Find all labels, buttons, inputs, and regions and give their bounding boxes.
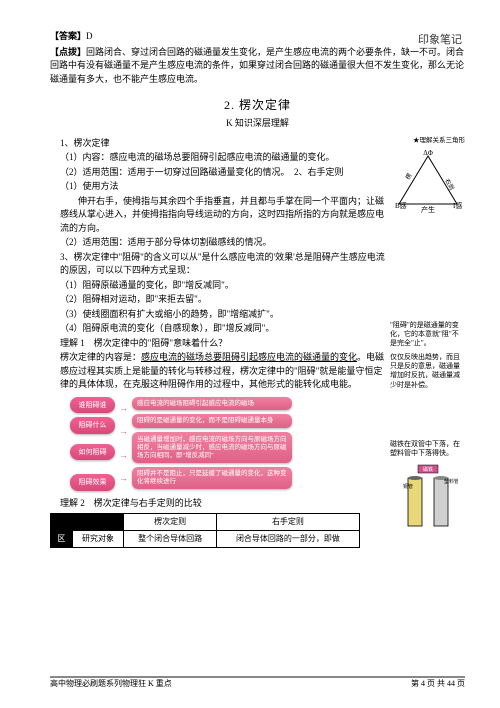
right-column: ★理解关系三角形 ΔΦ B感 I感 产生 右则 楞 "阻碍"的是磁通量的变化，它… [390,137,465,549]
section-title: 2. 楞次定律 [50,96,465,114]
right-note-2: 仅仅反映出趋势，而且只是反的意思，磁通量增加时反抗，磁通量减少时是补偿。 [390,353,465,389]
svg-text:楞: 楞 [403,172,413,181]
flow-r3: 当磁通量增加时，感应电流的磁场方向与原磁场方向相反，当磁通量减少时，感应电流的磁… [132,432,292,463]
flow-l3: 如何阻碍 [70,444,115,461]
item3-heading: 3、楞次定律中"阻碍"的含义可以从"是什么感应电流的'效果'总是阻碍产生感应电流… [50,251,386,278]
item1-sub3-text: 伸开右手，使拇指与其余四个手指垂直，并且都与手掌在同一个平面内；让磁感线从掌心进… [50,195,386,236]
r1c3: 闭合导体回路的一部分，即做 [216,531,359,548]
left-column: 1、楞次定律 （1）内容：感应电流的磁场总要阻碍引起感应电流的磁通量的变化。 （… [50,137,386,549]
answer-line: 【答案】D [50,30,465,44]
answer-label: 【答案】 [50,31,86,41]
footer: 高中物理必刷题系列物理狂 K 重点 第 4 页 共 44 页 [50,678,465,690]
svg-text:产生: 产生 [421,205,435,214]
compare-table: 楞次定则 右手定则 区 研究对象 整个闭合导体回路 闭合导体回路的一部分，即做 [50,513,360,548]
tube-caption: 磁铁在双管中下落，在塑料管中下落得快。 [390,440,465,458]
item1-sub4: （2）适用范围：适用于部分导体切割磁感线的情况。 [50,236,386,250]
svg-text:磁铁: 磁铁 [422,466,432,473]
notes-block: 【点拨】回路闭合、穿过闭合回路的磁通量发生变化，是产生感应电流的两个必要条件，缺… [50,46,465,87]
notes-text: 回路闭合、穿过闭合回路的磁通量发生变化，是产生感应电流的两个必要条件，缺一不可。… [50,47,464,84]
triangle-diagram: ΔΦ B感 I感 产生 右则 楞 [393,150,463,215]
footer-right: 第 4 页 共 44 页 [411,678,465,690]
understand1: 理解 1 楞次定律中的"阻碍"意味着什么？ [50,337,386,351]
flow-l4: 阻碍效果 [70,474,115,491]
svg-text:塑料管: 塑料管 [444,478,458,485]
item1-sub2: （2）适用范围：适用于一切穿过回路磁通量变化的情况。 2、右手定则 [50,166,386,180]
footer-left: 高中物理必刷题系列物理狂 K 重点 [50,678,172,690]
watermark: 印象笔记 [418,32,462,49]
item3-list3: （3）使线圈面积有扩大或缩小的趋势，即"增缩减扩"。 [50,308,386,322]
flow-diagram: 谁阻碍谁 阻碍什么 如何阻碍 阻碍效果 →→→→ 感应电流的磁场阻碍引起感应电流… [70,397,386,491]
understand1-body: 楞次定律的内容是：感应电流的磁场总要阻碍引起感应电流的磁通量的变化。电磁感应过程… [50,351,386,392]
item3-list2: （2）阻碍相对运动，即"来拒去留"。 [50,293,386,307]
r1c2: 整个闭合导体回路 [124,531,216,548]
notes-label: 【点拨】 [50,47,86,57]
svg-text:右则: 右则 [443,177,456,191]
flow-r2: 阻碍的是磁通量的变化，而不是阻碍磁通量本身 [132,414,292,428]
flow-l1: 谁阻碍谁 [70,397,115,414]
svg-text:B感: B感 [395,201,407,210]
item3-list4: （4）阻碍原电流的变化（自感现象），即"增反减同"。 [50,322,386,336]
flow-r1: 感应电流的磁场阻碍引起感应电流的磁场 [132,397,292,411]
answer-value: D [86,31,93,41]
svg-text:铜管: 铜管 [403,483,413,490]
table-title: 理解 2 楞次定律与右手定则的比较 [50,497,386,511]
tube-diagram: 磁铁 铜管 塑料管 [398,463,458,533]
svg-text:I感: I感 [453,201,462,210]
th2: 右手定则 [216,514,359,531]
item1-sub3: （1）使用方法 [50,180,386,194]
tri-caption: ★理解关系三角形 [390,137,465,145]
svg-text:ΔΦ: ΔΦ [423,150,433,157]
flow-r4: 阻碍并不是阻止，只是延缓了磁通量的变化，这种变化将继续进行 [132,467,292,489]
right-note-1: "阻碍"的是磁通量的变化，它的本意就"阻"不是完全"止"。 [390,321,465,348]
r1c0: 区 [51,531,73,548]
understand1-underline: 感应电流的磁场总要阻碍引起感应电流的磁通量的变化 [141,352,357,362]
item3-list1: （1）阻碍原磁通量的变化，即"增反减同"。 [50,279,386,293]
section-subtitle: K 知识深层理解 [50,117,465,131]
th1: 楞次定则 [124,514,216,531]
r1c1: 研究对象 [72,531,124,548]
item1-heading: 1、楞次定律 [50,137,386,151]
flow-l2: 阻碍什么 [70,417,115,434]
item1-sub1: （1）内容：感应电流的磁场总要阻碍引起感应电流的磁通量的变化。 [50,151,386,165]
